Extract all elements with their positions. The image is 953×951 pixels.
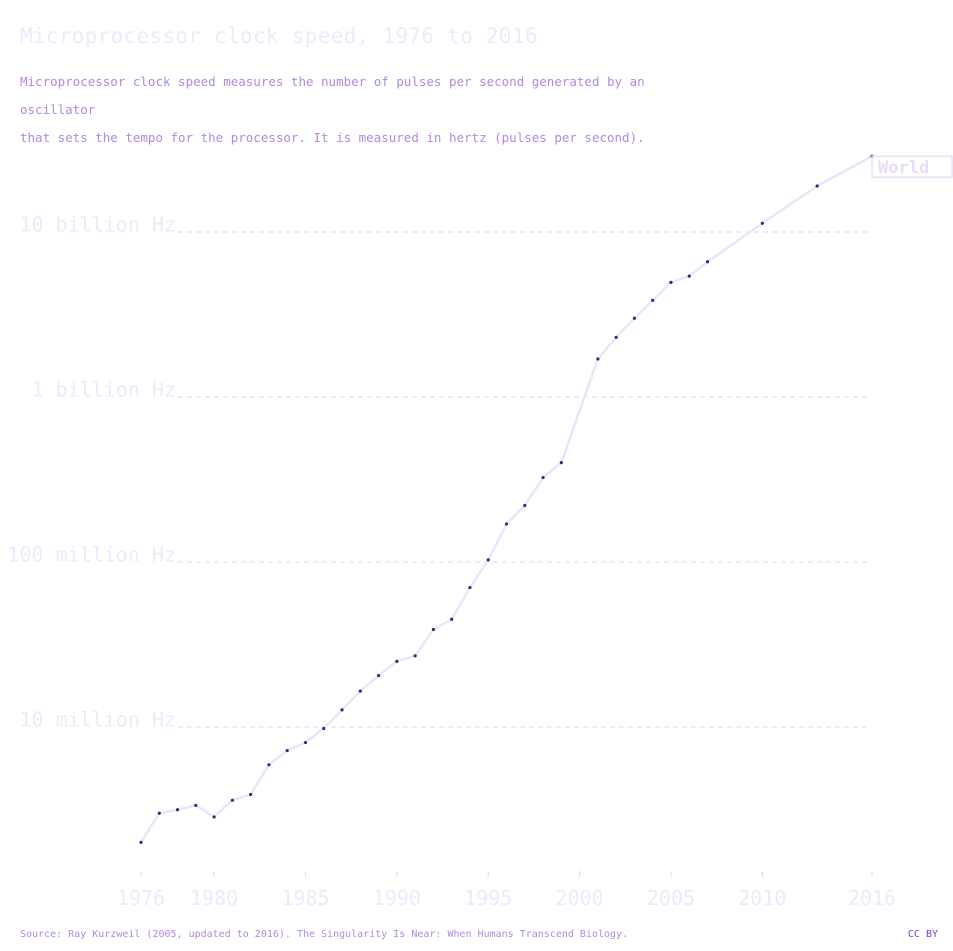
x-tick-label: 2010 bbox=[738, 886, 786, 910]
y-tick-label: 100 million Hz bbox=[7, 543, 176, 567]
data-point[interactable] bbox=[431, 627, 435, 632]
subtitle-line-2: that sets the tempo for the processor. I… bbox=[20, 130, 645, 145]
x-tick-label: 2016 bbox=[848, 886, 896, 910]
series-label-world[interactable]: World bbox=[878, 158, 929, 178]
y-tick-label: 10 billion Hz bbox=[19, 213, 176, 237]
data-point[interactable] bbox=[669, 280, 673, 284]
x-tick-label: 1976 bbox=[117, 886, 165, 910]
data-point[interactable] bbox=[139, 840, 143, 844]
x-tick-label: 1980 bbox=[190, 886, 238, 910]
data-point[interactable] bbox=[358, 689, 362, 693]
data-point[interactable] bbox=[468, 585, 472, 590]
x-tick-label: 2005 bbox=[647, 886, 695, 910]
data-point[interactable] bbox=[249, 792, 253, 797]
series-line-world bbox=[139, 155, 873, 843]
license-link[interactable]: CC BY bbox=[907, 929, 938, 940]
subtitle-line-1: Microprocessor clock speed measures the … bbox=[20, 74, 645, 117]
data-point[interactable] bbox=[230, 798, 234, 802]
y-tick-label: 1 billion Hz bbox=[32, 378, 177, 402]
data-point[interactable] bbox=[614, 335, 618, 339]
data-point[interactable] bbox=[376, 673, 381, 678]
x-tick-label: 1985 bbox=[281, 886, 329, 910]
data-point[interactable] bbox=[486, 558, 490, 562]
data-point[interactable] bbox=[760, 221, 764, 225]
data-point[interactable] bbox=[322, 726, 326, 731]
data-point[interactable] bbox=[705, 260, 710, 264]
data-point[interactable] bbox=[413, 654, 417, 658]
data-point[interactable] bbox=[651, 298, 655, 302]
data-point[interactable] bbox=[815, 184, 819, 188]
data-point[interactable] bbox=[541, 475, 545, 480]
data-point[interactable] bbox=[523, 503, 527, 508]
x-tick-label: 1995 bbox=[464, 886, 512, 910]
data-point[interactable] bbox=[212, 815, 216, 819]
data-point[interactable] bbox=[340, 708, 344, 712]
data-point[interactable] bbox=[687, 274, 691, 278]
data-point[interactable] bbox=[504, 522, 509, 526]
y-tick-label: 10 million Hz bbox=[19, 708, 176, 732]
x-tick-label: 1990 bbox=[373, 886, 421, 910]
data-point[interactable] bbox=[395, 659, 399, 663]
chart-subtitle: Microprocessor clock speed measures the … bbox=[20, 68, 720, 152]
data-point[interactable] bbox=[559, 461, 563, 465]
data-point[interactable] bbox=[596, 357, 600, 361]
data-point[interactable] bbox=[450, 617, 454, 621]
x-tick-label: 2000 bbox=[556, 886, 604, 910]
data-point[interactable] bbox=[157, 811, 161, 815]
data-point[interactable] bbox=[175, 808, 180, 812]
source-note: Source: Ray Kurzweil (2005, updated to 2… bbox=[20, 929, 629, 940]
data-point[interactable] bbox=[303, 740, 308, 745]
series-label-box bbox=[871, 155, 953, 178]
data-point[interactable] bbox=[285, 748, 289, 753]
data-point[interactable] bbox=[194, 803, 198, 807]
data-point[interactable] bbox=[632, 316, 637, 320]
data-point[interactable] bbox=[267, 763, 271, 767]
chart-title: Microprocessor clock speed, 1976 to 2016 bbox=[20, 24, 538, 48]
